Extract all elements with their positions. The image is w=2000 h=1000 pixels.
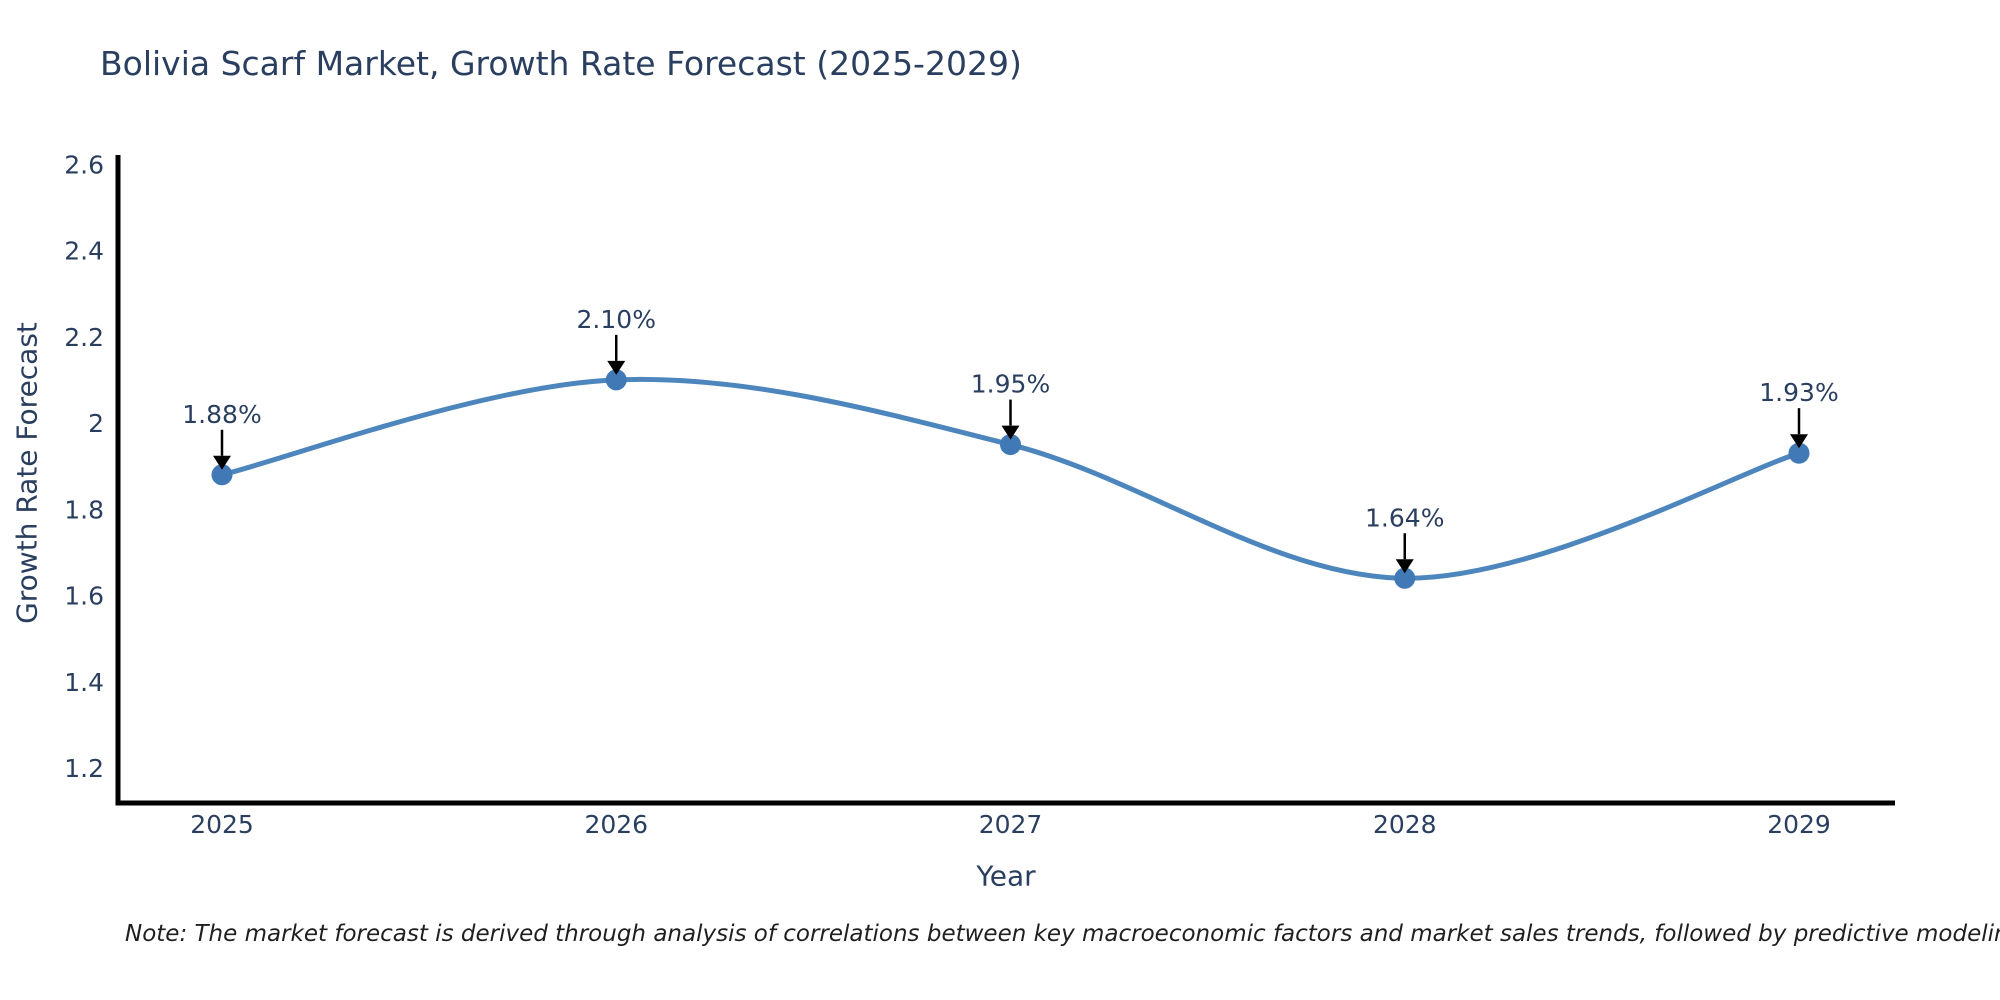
data-point-value-label: 1.93%: [1759, 378, 1838, 407]
y-tick-label: 2.2: [64, 323, 104, 352]
y-tick-label: 2.6: [64, 150, 104, 179]
x-tick-label: 2025: [190, 810, 254, 839]
annotation-arrow-head: [1790, 434, 1808, 449]
x-tick-label: 2027: [979, 810, 1043, 839]
annotation-arrow-head: [1001, 425, 1020, 440]
data-point-marker: [1394, 567, 1416, 589]
data-point-marker: [1000, 434, 1021, 456]
y-tick-label: 1.2: [64, 754, 104, 783]
annotation-arrow-head: [607, 360, 626, 375]
y-tick-label: 1.4: [64, 668, 104, 697]
data-point-value-label: 1.64%: [1365, 503, 1444, 532]
y-tick-label: 2.4: [64, 237, 104, 266]
data-point-marker: [1788, 442, 1810, 464]
data-point-marker: [211, 464, 233, 486]
data-point-value-label: 1.95%: [971, 370, 1050, 399]
y-tick-label: 1.8: [64, 495, 104, 524]
annotation-arrow-head: [1395, 559, 1414, 574]
x-axis-title: Year: [976, 859, 1036, 893]
data-point-value-label: 1.88%: [182, 400, 261, 429]
y-tick-label: 2: [88, 409, 104, 438]
annotation-arrow-head: [213, 455, 231, 470]
x-tick-label: 2026: [584, 810, 648, 839]
chart-title: Bolivia Scarf Market, Growth Rate Foreca…: [100, 44, 1022, 83]
x-tick-label: 2028: [1373, 810, 1437, 839]
y-tick-label: 1.6: [64, 582, 104, 611]
x-tick-label: 2029: [1767, 810, 1831, 839]
data-point-value-label: 2.10%: [577, 305, 656, 334]
data-point-marker: [605, 369, 627, 391]
footnote-text: Note: The market forecast is derived thr…: [125, 921, 2000, 947]
